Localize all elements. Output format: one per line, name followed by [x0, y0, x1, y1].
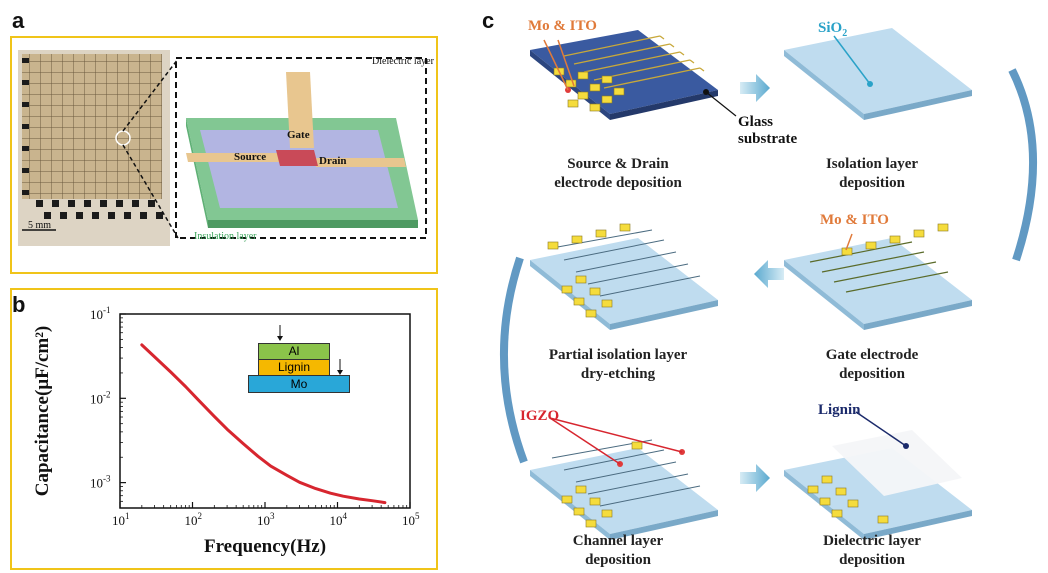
step4-line2: deposition: [839, 366, 905, 382]
callout-sio2: SiO2: [818, 20, 847, 39]
label-scale-bar: 5 mm: [28, 220, 52, 231]
callout-igzo: IGZO: [520, 408, 560, 424]
callout-sio2-sub: 2: [842, 28, 848, 39]
arrow-3-5: [499, 256, 528, 464]
step1-caption: Source & Drain electrode deposition: [518, 155, 718, 193]
inset-layer-lignin: Lignin: [258, 359, 330, 376]
step5-caption: Channel layer deposition: [518, 532, 718, 570]
label-insulation-layer: Insulation layer: [194, 231, 257, 242]
inset-layer-al: Al: [258, 343, 330, 360]
panel-b-letter: b: [12, 292, 26, 317]
step6-line2: deposition: [839, 552, 905, 568]
step2-line2: deposition: [839, 175, 905, 191]
inset-arrows: [277, 325, 343, 375]
label-gate: Gate: [287, 129, 310, 141]
device-3d: [186, 72, 418, 228]
step4-line1: Gate electrode: [825, 347, 919, 363]
callout-glass-line2: substrate: [738, 131, 798, 147]
layer-stack-inset: Al Lignin Mo: [248, 325, 358, 405]
step6-line1: Dielectric layer: [823, 533, 921, 549]
callout-glass-substrate: Glass substrate: [738, 114, 797, 148]
capacitance-series-line: [140, 343, 387, 505]
step3-line2: dry-etching: [580, 366, 656, 382]
arrow-1-2: [740, 74, 770, 102]
label-dielectric-layer: Dielectric layer: [372, 56, 434, 67]
step5-line1: Channel layer: [572, 533, 664, 549]
arrow-4-3: [754, 260, 784, 288]
arrow-5-6: [740, 464, 770, 492]
x-axis-label: Frequency(Hz): [204, 536, 326, 557]
callout-mo-ito-1: Mo & ITO: [528, 18, 597, 34]
step6-tile: [784, 411, 972, 540]
capacitance-chart: 101 102 103 104 105 10-3 10-2 10-1 Frequency(Hz)…: [32, 305, 420, 557]
y-tick-label: 10-3: [90, 474, 111, 491]
x-tick-label: 104: [330, 511, 348, 528]
step1-tile: [530, 30, 737, 120]
callout-sio2-main: SiO: [818, 20, 843, 36]
inset-layer-mo: Mo: [248, 375, 350, 393]
callout-mo-ito-2: Mo & ITO: [820, 212, 889, 228]
x-tick-label: 102: [185, 511, 203, 528]
label-drain: Drain: [319, 155, 347, 167]
step4-tile: [784, 223, 972, 330]
panel-a-letter: a: [12, 8, 25, 33]
step4-caption: Gate electrode deposition: [772, 346, 972, 384]
panel-a-frame: [10, 36, 438, 274]
step2-caption: Isolation layer deposition: [772, 155, 972, 193]
step6-caption: Dielectric layer deposition: [772, 532, 972, 570]
x-tick-label: 103: [257, 511, 275, 528]
panel-b-frame: [10, 288, 438, 570]
y-axis-label: Capacitance(μF/cm²): [32, 326, 53, 497]
callout-lignin: Lignin: [818, 402, 861, 418]
y-tick-label: 10-1: [90, 305, 111, 322]
panel-a-figure: [18, 50, 427, 246]
panel-c-letter: c: [482, 8, 495, 33]
step5-line2: deposition: [585, 552, 651, 568]
photo-pads: [22, 58, 163, 219]
callout-glass-line1: Glass: [738, 114, 774, 130]
arrow-2-3: [1008, 68, 1038, 262]
step5-tile: [530, 417, 718, 540]
x-tick-label: 101: [112, 511, 130, 528]
step1-line2: electrode deposition: [554, 175, 682, 191]
x-tick-label: 105: [402, 511, 420, 528]
step2-tile: [784, 28, 972, 120]
process-flow: [499, 28, 1038, 540]
y-tick-label: 10-2: [90, 389, 111, 406]
step2-line1: Isolation layer: [825, 156, 919, 172]
step3-tile: [530, 223, 718, 330]
step3-caption: Partial isolation layer dry-etching: [518, 346, 718, 384]
step3-line1: Partial isolation layer: [548, 347, 688, 363]
zoom-box: [175, 57, 427, 239]
label-source: Source: [234, 151, 267, 163]
step1-line1: Source & Drain: [567, 156, 669, 172]
